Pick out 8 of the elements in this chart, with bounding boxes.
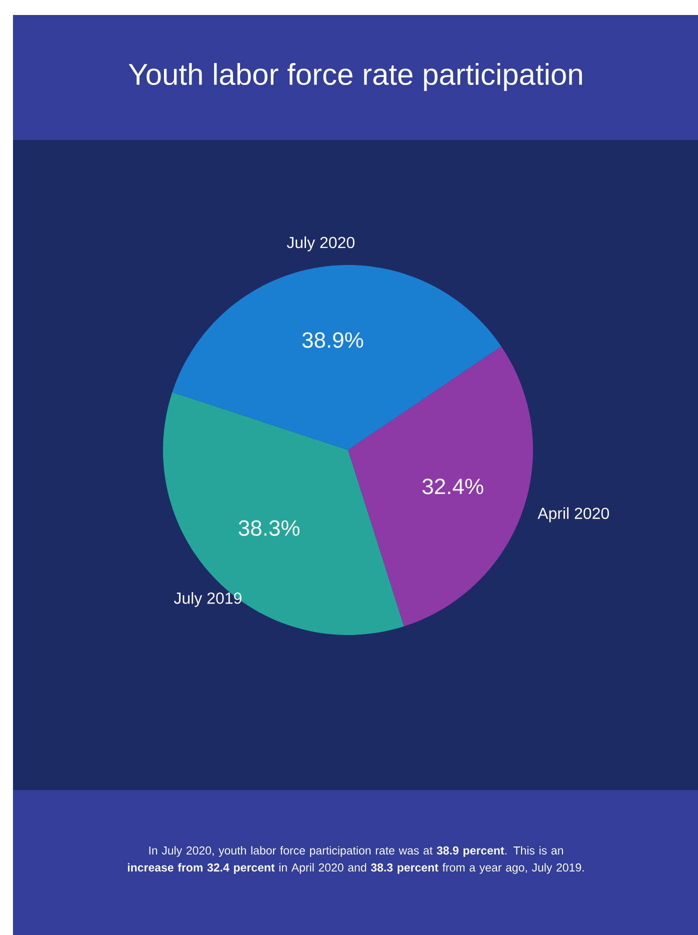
- data-label: 38.9%: [302, 332, 364, 348]
- chart-title: Youth labor force rate participation: [128, 63, 582, 91]
- data-label: 38.3%: [238, 520, 300, 536]
- slice-label: July 2019: [174, 592, 242, 608]
- text: In July 2020, youth labor force participation rate was at 38.9 percent. This is an increase from 32.4 percent in April 2020 and 38.3 percent from a year ago, July 2019.: [128, 846, 584, 874]
- data-label: 32.4%: [422, 478, 484, 494]
- slice-label: April 2020: [538, 507, 609, 522]
- slice-label: July 2020: [286, 236, 354, 252]
